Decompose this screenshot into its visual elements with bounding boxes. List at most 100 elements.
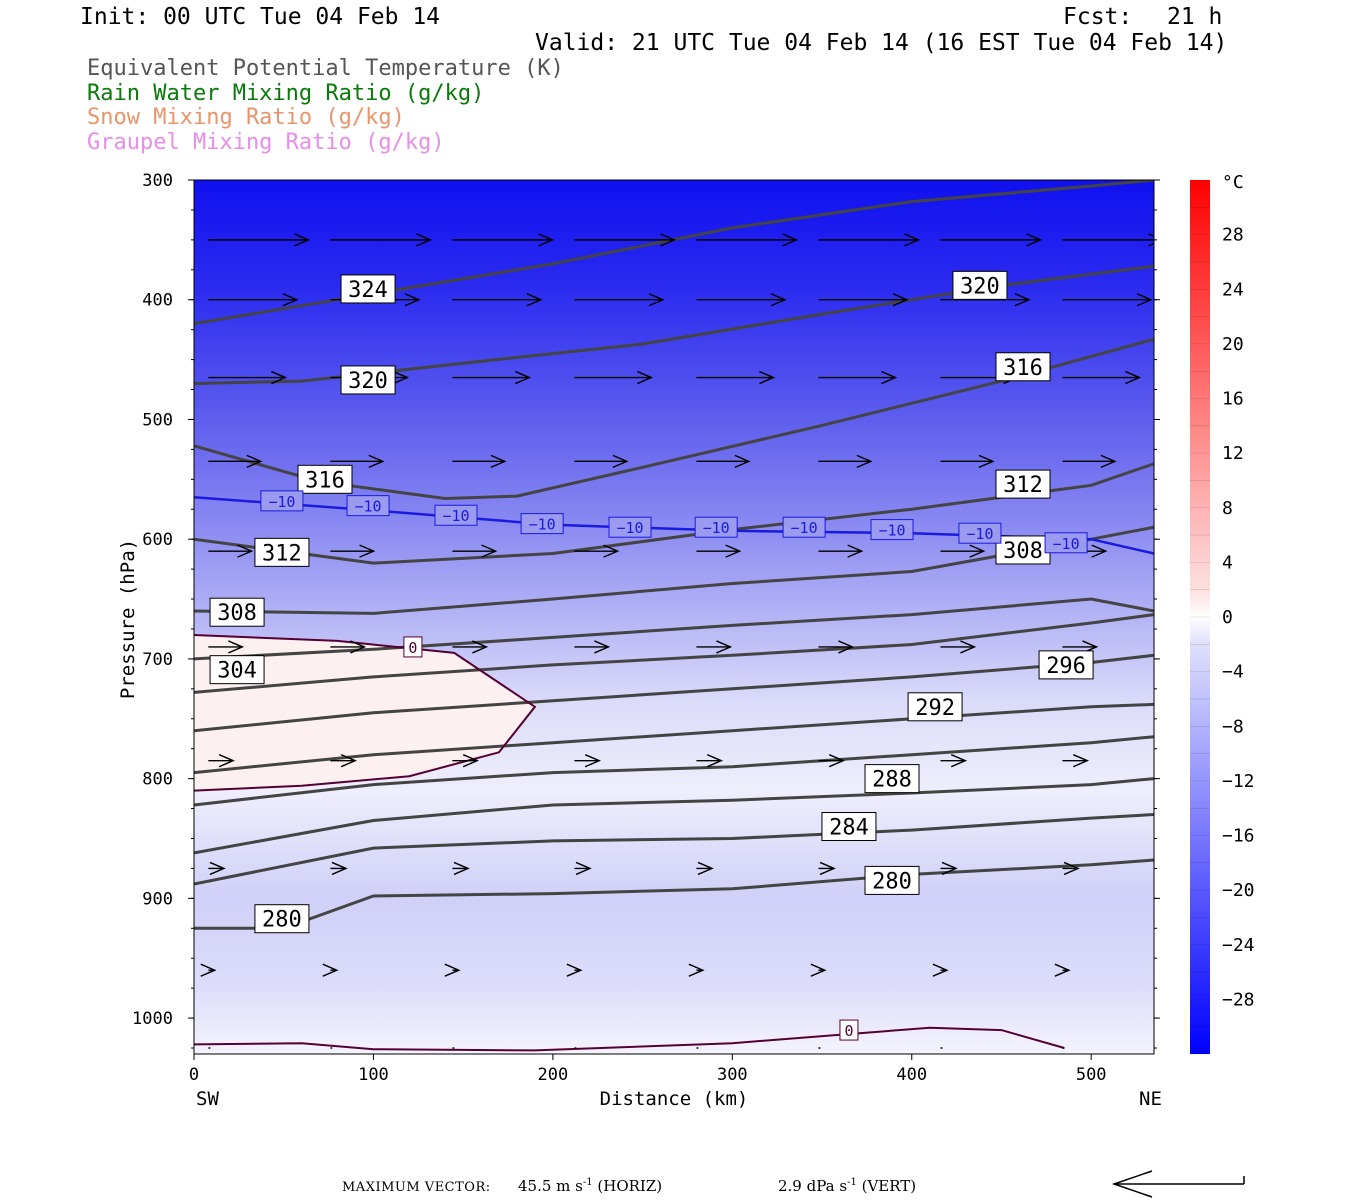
theta-e-label: 280 (864, 865, 920, 895)
colorbar-label: 28 (1222, 225, 1244, 246)
theta-e-label-box (297, 464, 353, 494)
forecast-label: Fcst: (1063, 4, 1133, 30)
wind-vector-head (856, 454, 873, 468)
theta-e-label: 288 (864, 764, 920, 794)
theta-e-label-text: 316 (305, 468, 345, 493)
wind-vector (940, 640, 977, 654)
wind-vector-head (838, 640, 855, 654)
theta-e-label: 320 (340, 365, 396, 395)
theta-e-label-box (995, 469, 1051, 499)
max-vector-vertical: 2.9 dPa s-1 (VERT) (778, 1177, 916, 1195)
colorbar-label: −4 (1222, 662, 1244, 683)
colorbar (1190, 180, 1210, 1054)
wind-vector-head (294, 233, 311, 247)
wind-vector-head (978, 454, 995, 468)
theta-e-contour-300 (194, 613, 1154, 694)
isotherm-minus10-label: −10 (608, 516, 652, 538)
wind-vector (208, 370, 288, 385)
isotherm-zero-label-text: 0 (844, 1022, 853, 1040)
theta-e-label: 296 (1038, 650, 1094, 680)
colorbar-label: −24 (1222, 935, 1255, 956)
wind-vector (696, 544, 742, 558)
wind-vector-head (331, 861, 348, 876)
wind-vector (818, 233, 921, 247)
wind-vector (818, 454, 873, 468)
wind-vector (1062, 454, 1117, 468)
wind-vector-head (368, 454, 385, 468)
wind-vector-head (759, 370, 776, 385)
wind-vector-head (200, 963, 217, 977)
wind-vector-head (688, 963, 705, 977)
theta-e-label: 284 (821, 812, 877, 842)
wind-vector (696, 454, 751, 468)
plot-background (194, 180, 1154, 1054)
wind-vector-head (472, 640, 489, 654)
isotherm-label-box (434, 504, 478, 526)
theta-e-label-box (340, 365, 396, 395)
wind-vector (574, 861, 592, 876)
left-endpoint-label: SW (196, 1088, 219, 1110)
wind-vector (208, 640, 245, 654)
wind-vector (330, 544, 376, 558)
colorbar-label: 4 (1222, 552, 1233, 573)
wind-vector-head (566, 963, 583, 977)
wind-vector (330, 640, 367, 654)
footer-max-vector: MAXIMUM VECTOR: 45.5 m s-1 (HORIZ) 2.9 d… (342, 1177, 916, 1195)
wind-vector-head (1148, 233, 1154, 247)
wind-vector (940, 754, 968, 768)
wind-vector (940, 861, 958, 876)
wind-vector (1054, 963, 1071, 977)
plot-frame (193, 179, 1155, 1055)
legend-theta-e: Equivalent Potential Temperature (K) (87, 56, 564, 81)
wind-vector (452, 754, 479, 768)
wind-vector (818, 861, 836, 876)
theta-e-contour-284 (194, 777, 1154, 855)
isotherm-zero-label: 0 (839, 1019, 859, 1041)
wind-vector-head (1026, 233, 1043, 247)
isotherm-label-box (870, 519, 914, 541)
theta-e-label-text: 308 (1003, 539, 1043, 564)
theta-e-label: 316 (297, 464, 353, 494)
wind-vector (574, 233, 677, 247)
wind-vector (452, 454, 507, 468)
wind-vector (330, 754, 357, 768)
wind-vector (940, 233, 1043, 247)
wind-vector-head (1054, 963, 1071, 977)
theta-e-label-text: 316 (1003, 356, 1043, 381)
wind-vector-head (1091, 544, 1108, 558)
wind-vector (574, 293, 665, 307)
wind-vector (696, 233, 799, 247)
theta-e-label: 304 (209, 655, 265, 685)
colorbar-label: 8 (1222, 498, 1233, 519)
wind-vector-head (526, 293, 543, 307)
theta-e-label-box (254, 904, 310, 934)
theta-e-label-box (864, 764, 920, 794)
isotherm-label-box (694, 516, 738, 538)
wind-vector (1062, 861, 1080, 876)
wind-vector-head (1063, 861, 1080, 876)
wind-vector-head (481, 544, 498, 558)
theta-e-label-box (995, 352, 1051, 382)
wind-vector-head (1073, 754, 1090, 768)
theta-e-label-box (340, 274, 396, 304)
isotherm-zero-label: 0 (403, 636, 423, 658)
wind-vector (1062, 370, 1142, 385)
wind-vector (208, 754, 235, 768)
theta-e-label-text: 292 (915, 696, 955, 721)
reference-vector-arrow (1111, 1170, 1245, 1198)
wind-vector (696, 640, 733, 654)
wind-vector-head (393, 370, 410, 385)
isotherm-zero-label-text: 0 (408, 639, 417, 657)
wind-vector-head (932, 963, 949, 977)
valid-time: Valid: 21 UTC Tue 04 Feb 14 (16 EST Tue … (535, 30, 1228, 56)
wind-vector (696, 370, 776, 385)
wind-vector-head (734, 454, 751, 468)
isotherm-label-box (260, 490, 304, 512)
y-tick-label: 900 (142, 889, 173, 909)
max-vector-label: MAXIMUM VECTOR: (342, 1180, 491, 1195)
theta-e-contour-282 (194, 813, 1154, 886)
isotherm-label-box (608, 516, 652, 538)
wind-vector (566, 963, 583, 977)
wind-vector (818, 544, 864, 558)
right-endpoint-label: NE (1139, 1088, 1162, 1110)
